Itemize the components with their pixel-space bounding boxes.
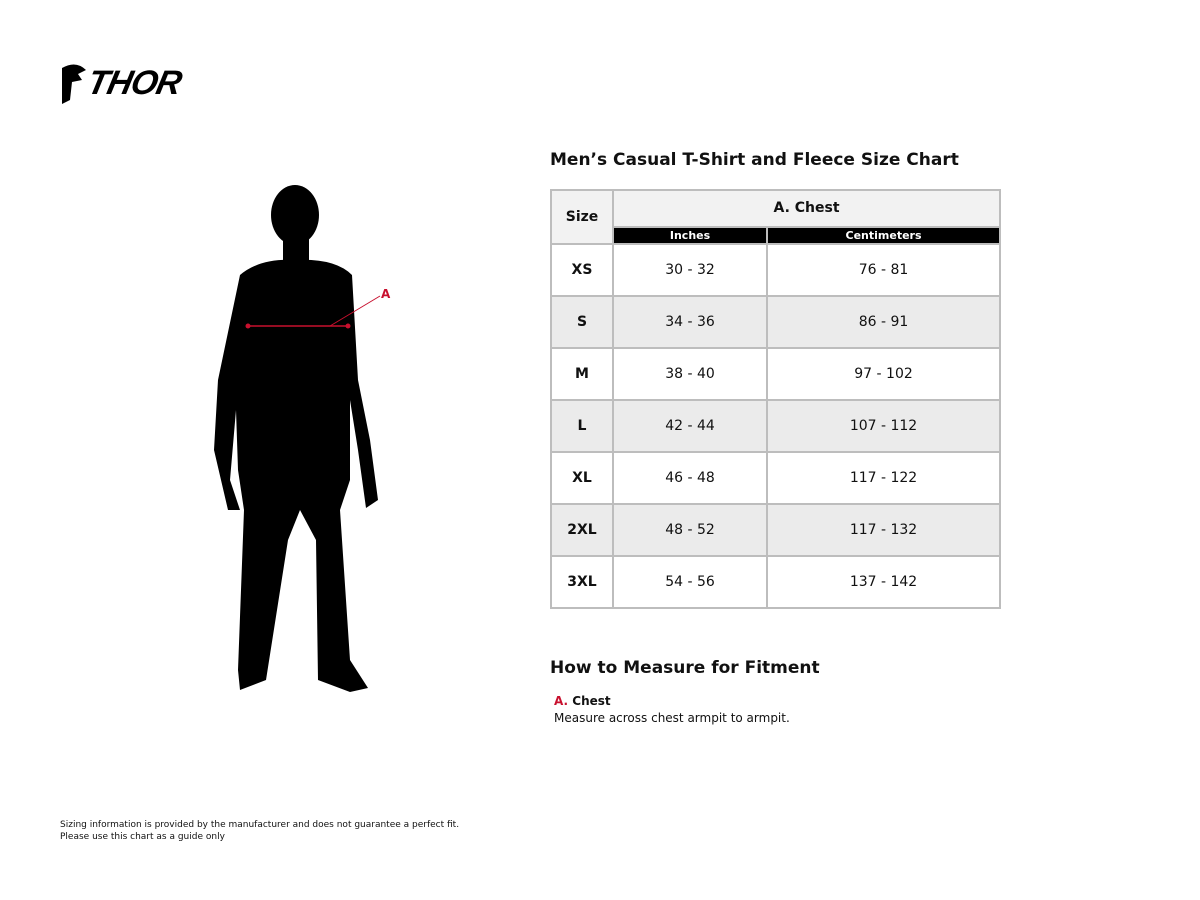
size-cell: XL	[550, 451, 614, 505]
thor-logo: THOR	[60, 60, 200, 108]
centimeters-cell: 107 - 112	[766, 399, 1001, 453]
table-row: XL 46 - 48 117 - 122	[550, 451, 1001, 505]
inches-cell: 54 - 56	[611, 555, 769, 609]
table-row: S 34 - 36 86 - 91	[550, 295, 1001, 349]
size-cell: S	[550, 295, 614, 349]
inches-cell: 48 - 52	[611, 503, 769, 557]
size-cell: 3XL	[550, 555, 614, 609]
table-row: 2XL 48 - 52 117 - 132	[550, 503, 1001, 557]
size-cell: 2XL	[550, 503, 614, 557]
table-row: M 38 - 40 97 - 102	[550, 347, 1001, 401]
measure-label: A. Chest	[554, 694, 611, 708]
inches-cell: 38 - 40	[611, 347, 769, 401]
size-header: Size	[550, 189, 614, 245]
size-table: Size A. Chest Inches Centimeters XS 30 - …	[550, 189, 1001, 609]
centimeters-cell: 137 - 142	[766, 555, 1001, 609]
centimeters-cell: 86 - 91	[766, 295, 1001, 349]
centimeters-cell: 76 - 81	[766, 243, 1001, 297]
table-row: XS 30 - 32 76 - 81	[550, 243, 1001, 297]
centimeters-cell: 117 - 122	[766, 451, 1001, 505]
chart-title: Men’s Casual T-Shirt and Fleece Size Cha…	[550, 150, 959, 170]
size-cell: XS	[550, 243, 614, 297]
table-row: 3XL 54 - 56 137 - 142	[550, 555, 1001, 609]
body-silhouette: A	[214, 185, 391, 692]
disclaimer: Sizing information is provided by the ma…	[60, 820, 460, 842]
inches-cell: 46 - 48	[611, 451, 769, 505]
inches-cell: 30 - 32	[611, 243, 769, 297]
chest-marker-label: A	[381, 287, 391, 301]
chest-header: A. Chest	[612, 189, 1001, 228]
size-cell: M	[550, 347, 614, 401]
size-cell: L	[550, 399, 614, 453]
helmet-icon	[62, 64, 86, 104]
measure-title: How to Measure for Fitment	[550, 658, 820, 678]
inches-header: Inches	[611, 225, 769, 246]
measure-description: Measure across chest armpit to armpit.	[554, 711, 790, 725]
inches-cell: 34 - 36	[611, 295, 769, 349]
centimeters-cell: 117 - 132	[766, 503, 1001, 557]
centimeters-header: Centimeters	[766, 225, 1001, 246]
inches-cell: 42 - 44	[611, 399, 769, 453]
table-row: L 42 - 44 107 - 112	[550, 399, 1001, 453]
centimeters-cell: 97 - 102	[766, 347, 1001, 401]
